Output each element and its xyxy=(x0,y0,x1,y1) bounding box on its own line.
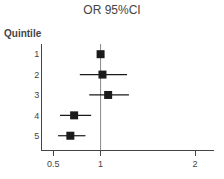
svg-text:2: 2 xyxy=(34,70,39,80)
svg-text:OR 95%CI: OR 95%CI xyxy=(83,3,140,17)
svg-text:1: 1 xyxy=(98,159,103,169)
svg-text:2: 2 xyxy=(193,159,198,169)
svg-text:1: 1 xyxy=(34,49,39,59)
svg-text:3: 3 xyxy=(34,90,39,100)
svg-text:5: 5 xyxy=(34,131,39,141)
svg-text:0.5: 0.5 xyxy=(47,159,60,169)
svg-text:4: 4 xyxy=(34,111,39,121)
svg-text:Quintile: Quintile xyxy=(4,28,42,39)
